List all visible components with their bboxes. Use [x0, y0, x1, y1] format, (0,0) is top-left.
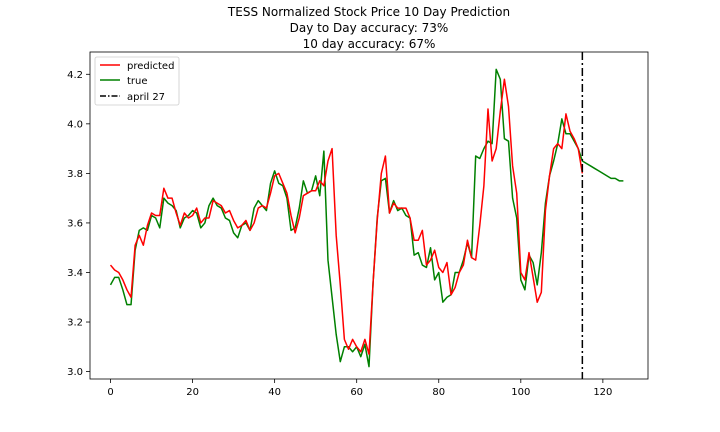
chart-title: TESS Normalized Stock Price 10 Day Predi…	[227, 5, 511, 19]
x-axis: 0 20 40 60 80 100 120	[107, 379, 612, 398]
legend-label-predicted: predicted	[127, 61, 174, 72]
y-tick-label: 3.2	[67, 318, 83, 329]
chart-subtitle-day-accuracy: Day to Day accuracy: 73%	[289, 21, 449, 35]
x-tick-label: 80	[432, 387, 445, 398]
y-tick-label: 3.0	[67, 367, 83, 378]
y-tick-label: 4.0	[67, 119, 83, 130]
plot-frame	[89, 51, 649, 380]
y-tick-label: 3.8	[67, 169, 83, 180]
y-tick-label: 3.4	[67, 268, 83, 279]
legend-label-april-27: april 27	[127, 92, 165, 103]
chart-subtitle-10day-accuracy: 10 day accuracy: 67%	[302, 37, 436, 51]
legend-box	[94, 56, 180, 106]
x-tick-label: 20	[186, 387, 199, 398]
y-tick-label: 4.2	[67, 70, 83, 81]
x-tick-label: 60	[350, 387, 363, 398]
x-tick-label: 40	[268, 387, 281, 398]
legend: predicted true april 27	[94, 56, 180, 106]
title-block: TESS Normalized Stock Price 10 Day Predi…	[90, 4, 648, 52]
x-tick-label: 0	[107, 387, 113, 398]
x-tick-label: 100	[511, 387, 530, 398]
y-tick-label: 3.6	[67, 218, 83, 229]
series-line-true	[109, 68, 624, 368]
legend-label-true: true	[127, 76, 148, 87]
series-line-predicted	[109, 78, 584, 355]
series-layer	[109, 68, 624, 368]
x-tick-label: 120	[593, 387, 612, 398]
y-axis: 3.0 3.2 3.4 3.6 3.8 4.0 4.2	[67, 70, 90, 378]
